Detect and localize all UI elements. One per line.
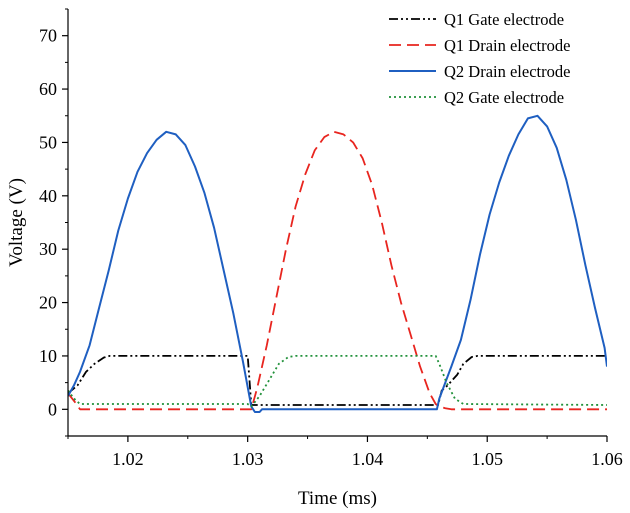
legend-label: Q2 Gate electrode	[444, 88, 564, 107]
ticks: 0 10 20 30 40 50 60 70 1.02 1.03 1.04 1.05 1.06	[39, 8, 623, 469]
legend-label: Q1 Drain electrode	[444, 36, 570, 55]
x-tick-label: 1.04	[352, 449, 384, 469]
y-tick-label: 10	[39, 346, 57, 366]
x-tick-label: 1.02	[112, 449, 144, 469]
series-line-q1-gate-electrode	[68, 354, 607, 406]
y-tick-label: 40	[39, 186, 57, 206]
x-axis-title: Time (ms)	[298, 488, 377, 509]
legend: Q1 Gate electrode Q1 Drain electrode Q2 Dr…	[389, 10, 570, 107]
y-tick-label: 30	[39, 239, 57, 259]
legend-label: Q2 Drain electrode	[444, 62, 570, 81]
legend-label: Q1 Gate electrode	[444, 10, 564, 29]
x-tick-label: 1.03	[232, 449, 264, 469]
y-tick-label: 0	[48, 399, 57, 419]
x-tick-label: 1.06	[591, 449, 623, 469]
y-tick-label: 60	[39, 79, 57, 99]
series-lines	[68, 114, 607, 413]
series-line-q2-gate-electrode	[68, 354, 607, 408]
series-line-q1-drain-electrode	[68, 130, 607, 411]
y-axis-title: Voltage (V)	[6, 178, 27, 267]
x-tick-label: 1.05	[471, 449, 503, 469]
series-line-q2-drain-electrode	[68, 114, 607, 413]
y-tick-label: 20	[39, 293, 57, 313]
y-tick-label: 70	[39, 26, 57, 46]
y-tick-label: 50	[39, 132, 57, 152]
